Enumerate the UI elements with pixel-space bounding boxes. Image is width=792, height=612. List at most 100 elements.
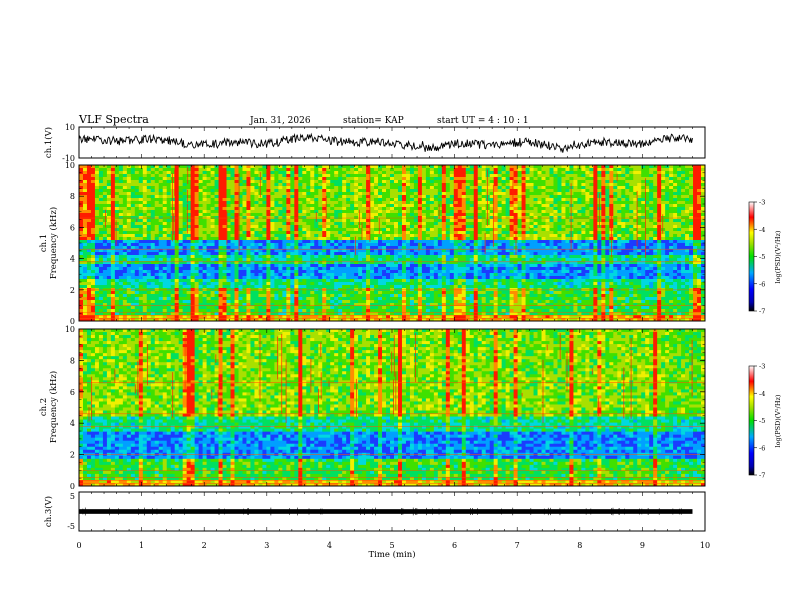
spectrogram-cell [441, 171, 447, 175]
spectrogram-cell [537, 216, 542, 220]
spectrogram-cell [501, 225, 506, 229]
spectrogram-cell [469, 219, 475, 223]
spectrogram-cell [226, 168, 231, 172]
spectrogram-cell [469, 192, 475, 196]
spectrogram-cell [521, 201, 526, 205]
spectrogram-cell [437, 219, 443, 223]
spectrogram-cell [565, 195, 570, 199]
spectrogram-cell [529, 210, 534, 214]
spectrogram-cell [390, 234, 395, 238]
spectrogram-cell [629, 213, 634, 217]
spectrogram-cell [390, 192, 395, 196]
spectrogram-cell [685, 234, 690, 238]
spectrogram-cell [342, 201, 347, 205]
spectrogram-cell [374, 189, 379, 193]
spectrogram-cell [338, 201, 343, 205]
spectrogram-cell [593, 243, 598, 247]
spectrogram-cell [158, 222, 164, 226]
spectrogram-cell [254, 183, 259, 187]
spectrogram-cell [358, 210, 363, 214]
spectrogram-cell [677, 192, 682, 196]
spectrogram-cell [330, 213, 335, 217]
spectrogram-cell [190, 198, 195, 202]
spectrogram-cell [378, 171, 383, 175]
spectrogram-cell [569, 216, 574, 220]
spectrogram-cell [154, 240, 160, 244]
spectrogram-cell [374, 246, 379, 250]
spectrogram-cell [298, 207, 303, 211]
spectrogram-cell [433, 231, 439, 235]
spectrogram-cell [214, 210, 219, 214]
spectrogram-cell [290, 246, 295, 250]
spectrogram-cell [445, 198, 451, 202]
spectrogram-cell [382, 177, 387, 181]
spectrogram-cell [298, 177, 303, 181]
spectrogram-cell [306, 234, 311, 238]
spectrogram-cell [94, 180, 100, 184]
spectrogram-cell [386, 195, 391, 199]
spectrogram-cell [677, 213, 682, 217]
spectrogram-cell [473, 234, 479, 238]
spectrogram-cell [302, 213, 307, 217]
spectrogram-cell [146, 216, 152, 220]
spectrogram-cell [405, 216, 411, 220]
spectrogram-cell [242, 210, 247, 214]
spectrogram-cell [409, 252, 415, 256]
spectrogram-cell [677, 186, 682, 190]
spectrogram-cell [429, 216, 435, 220]
spectrogram-cell [409, 240, 415, 244]
spectrogram-cell [561, 201, 566, 205]
spectrogram-cell [330, 171, 335, 175]
spectrogram-cell [282, 207, 287, 211]
spectrogram-cell [689, 237, 694, 241]
spectrogram-cell [214, 234, 219, 238]
spectrogram-cell [525, 234, 530, 238]
spectrogram-cell [126, 255, 132, 259]
spectrogram-cell [421, 183, 427, 187]
spectrogram-cell [250, 189, 255, 193]
spectrogram-cell [186, 192, 191, 196]
spectrogram-cell [246, 249, 251, 253]
spectrogram-cell [130, 207, 136, 211]
spectrogram-cell [553, 189, 558, 193]
spectrogram-cell [565, 183, 570, 187]
spectrogram-cell [637, 231, 642, 235]
spectrogram-cell [354, 183, 359, 187]
spectrogram-cell [489, 216, 494, 220]
spectrogram-cell [286, 222, 291, 226]
spectrogram-cell [254, 165, 259, 169]
spectrogram-cell [401, 177, 407, 181]
spectrogram-cell [581, 201, 586, 205]
spectrogram-cell [673, 177, 678, 181]
spectrogram-cell [657, 231, 662, 235]
spectrogram-cell [633, 237, 638, 241]
spectrogram-cell [445, 255, 451, 259]
spectrogram-cell [342, 249, 347, 253]
spectrogram-cell [278, 174, 283, 178]
spectrogram-cell [493, 255, 498, 259]
spectrogram-cell [98, 252, 104, 256]
spectrogram-cell [102, 246, 108, 250]
spectrogram-cell [102, 171, 108, 175]
spectrogram-cell [146, 186, 152, 190]
spectrogram-cell [425, 174, 431, 178]
spectrogram-cell [673, 174, 678, 178]
spectrogram-cell [278, 192, 283, 196]
spectrogram-cell [485, 225, 490, 229]
spectrogram-cell [597, 252, 602, 256]
spectrogram-cell [697, 246, 702, 250]
spectrogram-cell [214, 228, 219, 232]
spectrogram-cell [302, 237, 307, 241]
spectrogram-cell [182, 252, 187, 256]
spectrogram-cell [577, 171, 582, 175]
spectrogram-cell [461, 171, 467, 175]
spectrogram-cell [314, 222, 319, 226]
spectrogram-cell [677, 243, 682, 247]
spectrogram-cell [334, 183, 339, 187]
spectrogram-cell [186, 207, 191, 211]
spectrogram-cell [214, 201, 219, 205]
spectrogram-cell [270, 237, 275, 241]
spectrogram-cell [382, 174, 387, 178]
spectrogram-cell [637, 201, 642, 205]
spectrogram-cell [653, 213, 658, 217]
